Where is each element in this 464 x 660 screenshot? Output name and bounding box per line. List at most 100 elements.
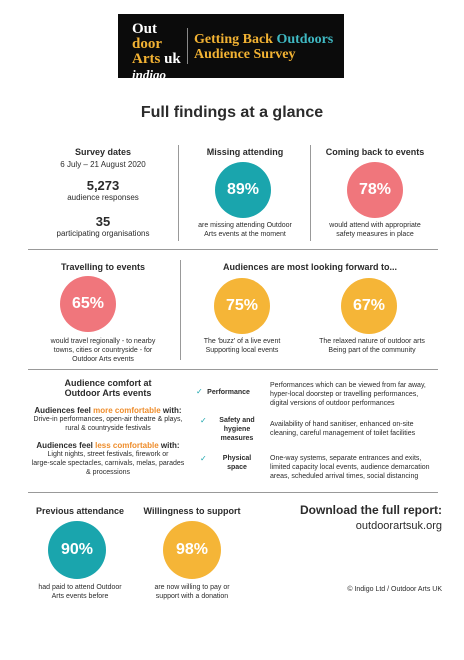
relaxed-caption: The relaxed nature of outdoor arts Being… — [306, 337, 438, 355]
coming-back-heading: Coming back to events — [325, 147, 425, 157]
missing-caption: are missing attending Outdoor Arts event… — [180, 221, 310, 239]
divider-row-2 — [28, 369, 438, 370]
coming-back-caption-2: safety measures in place — [336, 231, 414, 238]
survey-section: Survey dates 6 July – 21 August 2020 5,2… — [28, 147, 178, 238]
survey-title-logo: Getting Back Outdoors Audience Survey — [194, 32, 333, 62]
safety-label-3: measures — [220, 435, 254, 442]
performance-text-3: digital versions of outdoor performances — [270, 400, 395, 407]
safety-label-text: Safety and hygiene measures — [208, 416, 266, 443]
check-icon: ✓ — [200, 454, 207, 463]
willingness-heading: Willingness to support — [143, 506, 241, 516]
orgs-count: 35 — [95, 214, 111, 229]
relaxed-value: 67% — [352, 297, 386, 314]
relaxed-percent-circle: 67% — [341, 278, 397, 334]
more-b: more comfortable — [93, 406, 161, 415]
willingness-caption-1: are now willing to pay or — [154, 584, 230, 591]
more-comfortable-block: Audiences feel more comfortable with: Dr… — [20, 406, 196, 433]
comfort-heading: Audience comfort at Outdoor Arts events — [28, 378, 188, 398]
space-text-3: areas, scheduled arrival times, social d… — [270, 473, 419, 480]
safety-text-1: Availability of hand sanitiser, enhanced… — [270, 421, 414, 428]
missing-caption-1: are missing attending Outdoor — [198, 222, 292, 229]
responses-count: 5,273 — [86, 178, 120, 193]
space-label: ✓ Physical space — [200, 454, 266, 472]
indigo-logo: indigo — [132, 67, 166, 82]
willingness-caption-2: support with a donation — [155, 593, 229, 600]
header-logo-banner: Out door Arts uk indigo Getting Back Out… — [118, 14, 344, 82]
performance-label-text: Performance — [207, 389, 250, 396]
logo-line-1: Out — [132, 21, 158, 37]
willingness-value: 98% — [175, 541, 209, 558]
travelling-caption-2: towns, cities or countryside - for — [53, 347, 153, 354]
safety-label-2: hygiene — [223, 426, 251, 433]
space-text-1: One-way systems, separate entrances and … — [270, 455, 422, 462]
row1-divider-1 — [178, 145, 179, 241]
previous-percent-circle: 90% — [48, 521, 106, 579]
check-icon: ✓ — [196, 387, 203, 396]
survey-heading: Survey dates — [74, 147, 132, 157]
row1-divider-2 — [310, 145, 311, 241]
buzz-caption: The 'buzz' of a live event Supporting lo… — [186, 337, 298, 355]
safety-label: ✓ Safety and hygiene measures — [200, 416, 266, 443]
logo-line-2: door — [132, 36, 162, 52]
space-label-2: space — [227, 464, 247, 471]
less-comfortable-block: Audiences feel less comfortable with: Li… — [20, 441, 196, 477]
performance-label: ✓ Performance — [196, 381, 260, 399]
more-text-1: Drive-in performances, open-air theatre … — [33, 416, 183, 423]
coming-back-caption-1: would attend with appropriate — [329, 222, 421, 229]
previous-caption-2: Arts events before — [51, 593, 109, 600]
buzz-percent-circle: 75% — [214, 278, 270, 334]
travelling-caption-3: Outdoor Arts events — [72, 356, 134, 363]
space-text-2: limited capacity local events, audience … — [270, 464, 430, 471]
missing-value: 89% — [226, 181, 260, 198]
logo-divider — [187, 28, 188, 64]
copyright: © Indigo Ltd / Outdoor Arts UK — [347, 586, 442, 593]
performance-text-2: hyper-local doorstep or travelling perfo… — [270, 391, 419, 398]
row2-divider — [180, 260, 181, 360]
download-heading: Download the full report: — [300, 503, 442, 517]
relaxed-caption-1: The relaxed nature of outdoor arts — [319, 338, 425, 345]
comfort-heading-1: Audience comfort at — [64, 378, 152, 388]
less-a: Audiences feel — [36, 441, 93, 450]
download-link[interactable]: outdoorartsuk.org — [355, 520, 442, 532]
performance-text-1: Performances which can be viewed from fa… — [270, 382, 426, 389]
travelling-caption: would travel regionally - to nearby town… — [28, 337, 178, 364]
logo-title-b: Outdoors — [276, 32, 334, 47]
coming-back-caption: would attend with appropriate safety mea… — [312, 221, 438, 239]
previous-value: 90% — [60, 541, 94, 558]
logo-line-3a: Arts — [132, 51, 161, 67]
coming-back-value: 78% — [358, 181, 392, 198]
more-text-2: rural & countryside festivals — [65, 425, 151, 432]
less-text-1: Light nights, street festivals, firework… — [47, 451, 169, 458]
safety-text: Availability of hand sanitiser, enhanced… — [270, 420, 438, 438]
previous-heading: Previous attendance — [35, 506, 125, 516]
willingness-percent-circle: 98% — [163, 521, 221, 579]
previous-caption-1: had paid to attend Outdoor — [38, 584, 122, 591]
missing-percent-circle: 89% — [215, 162, 271, 218]
download-block: Download the full report: outdoorartsuk.… — [270, 503, 442, 532]
coming-back-percent-circle: 78% — [347, 162, 403, 218]
less-text-3: & processions — [86, 469, 130, 476]
responses-label: audience responses — [67, 193, 139, 202]
comfort-heading-2: Outdoor Arts events — [64, 388, 152, 398]
outdoor-arts-uk-logo: Out door Arts uk indigo — [132, 21, 181, 83]
safety-label-1: Safety and — [219, 417, 255, 424]
travelling-value: 65% — [71, 295, 105, 312]
divider-row-3 — [28, 492, 438, 493]
willingness-caption: are now willing to pay or support with a… — [136, 583, 248, 601]
travelling-percent-circle: 65% — [60, 276, 116, 332]
space-label-1: Physical — [222, 455, 252, 462]
previous-caption: had paid to attend Outdoor Arts events b… — [24, 583, 136, 601]
check-icon: ✓ — [200, 416, 207, 425]
performance-text: Performances which can be viewed from fa… — [270, 381, 438, 408]
survey-dates: 6 July – 21 August 2020 — [60, 160, 146, 169]
looking-forward-heading: Audiences are most looking forward to... — [222, 262, 398, 272]
more-c: with: — [162, 406, 182, 415]
logo-title-c: Audience Survey — [194, 47, 296, 62]
buzz-value: 75% — [225, 297, 259, 314]
relaxed-caption-2: Being part of the community — [328, 347, 416, 354]
less-comfortable-heading: Audiences feel less comfortable with: — [20, 441, 196, 450]
space-text: One-way systems, separate entrances and … — [270, 454, 440, 481]
less-b: less comfortable — [95, 441, 159, 450]
buzz-caption-1: The 'buzz' of a live event — [203, 338, 281, 345]
more-a: Audiences feel — [34, 406, 91, 415]
